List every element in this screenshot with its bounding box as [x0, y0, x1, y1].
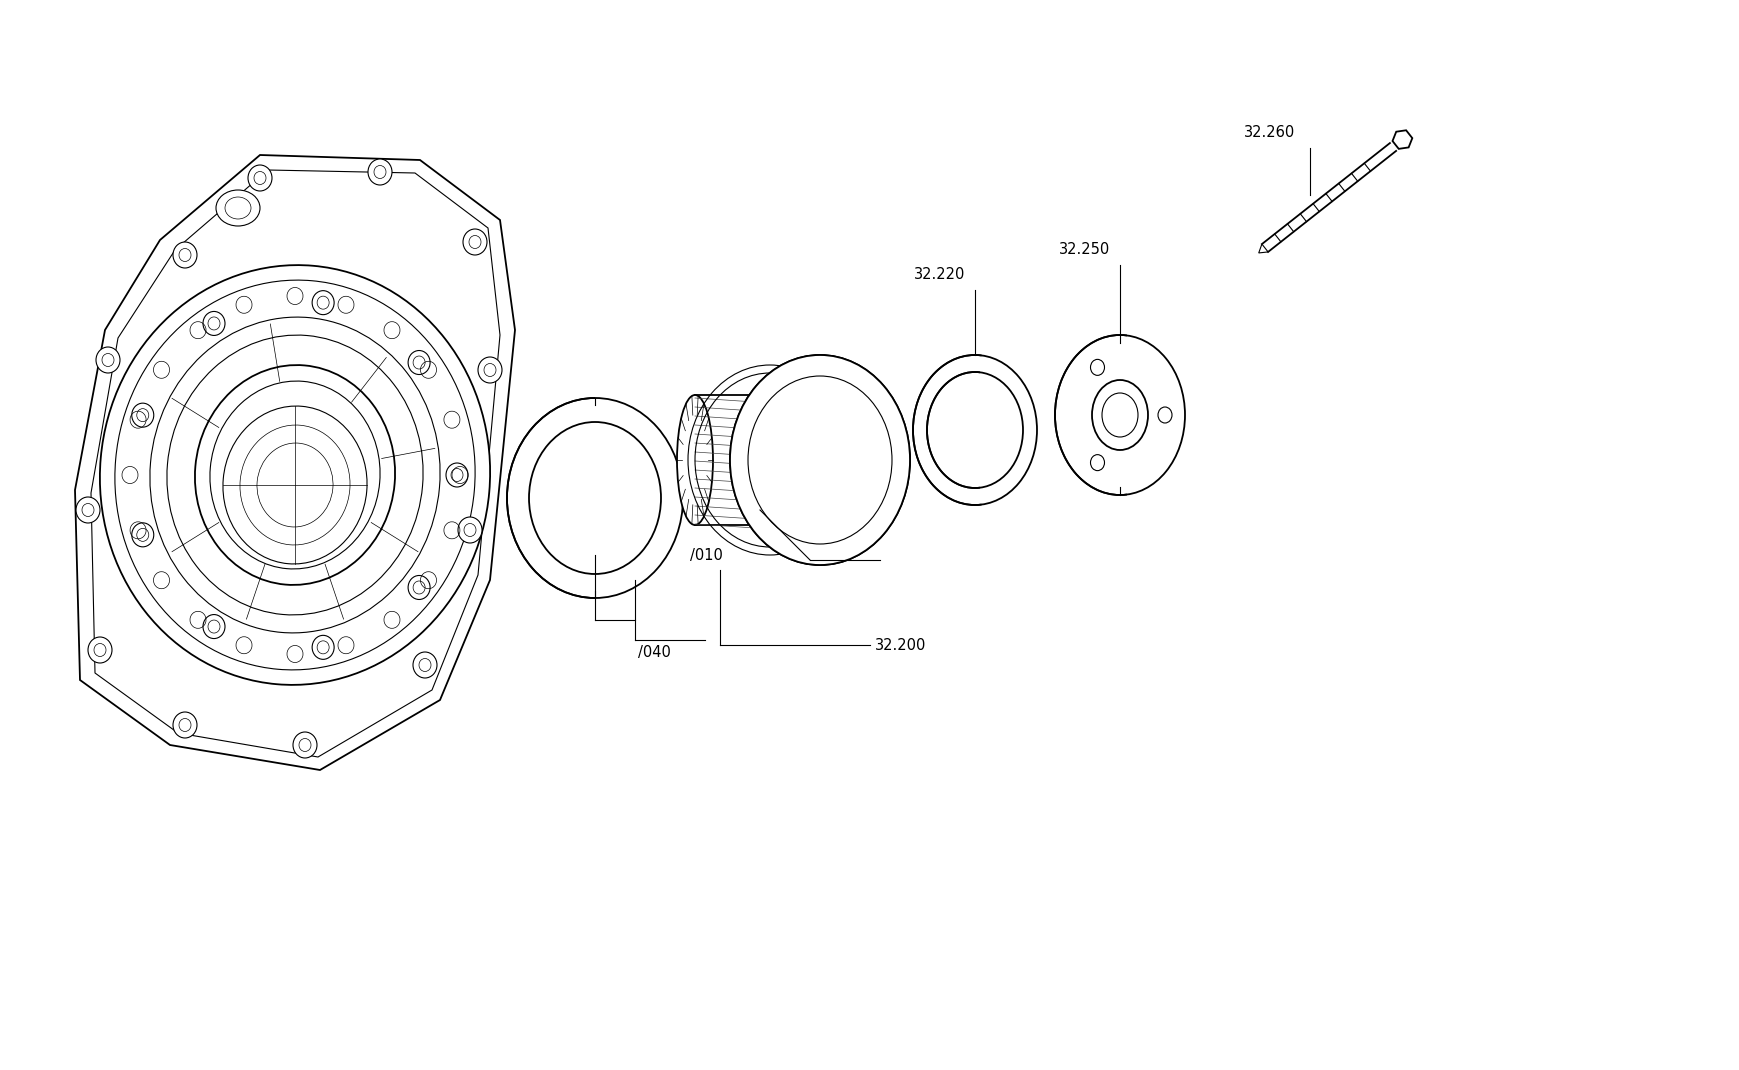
- Ellipse shape: [203, 614, 224, 639]
- Text: 32.250: 32.250: [1059, 242, 1109, 257]
- Ellipse shape: [927, 372, 1023, 488]
- Ellipse shape: [730, 355, 909, 565]
- Text: /010: /010: [690, 548, 722, 563]
- Ellipse shape: [77, 496, 99, 523]
- Ellipse shape: [216, 190, 259, 226]
- Ellipse shape: [457, 517, 482, 542]
- Ellipse shape: [812, 378, 828, 396]
- Ellipse shape: [463, 229, 487, 255]
- Ellipse shape: [1158, 407, 1172, 423]
- Ellipse shape: [1092, 380, 1148, 450]
- Ellipse shape: [223, 406, 367, 564]
- Ellipse shape: [367, 159, 391, 185]
- Ellipse shape: [132, 523, 153, 547]
- Ellipse shape: [506, 398, 683, 598]
- Ellipse shape: [676, 395, 713, 525]
- Ellipse shape: [150, 317, 440, 633]
- Text: /040: /040: [638, 645, 671, 660]
- Ellipse shape: [1090, 455, 1104, 471]
- Ellipse shape: [913, 355, 1036, 505]
- Ellipse shape: [529, 422, 661, 574]
- Ellipse shape: [195, 365, 395, 585]
- Polygon shape: [1391, 131, 1412, 149]
- Polygon shape: [75, 155, 515, 770]
- Ellipse shape: [172, 242, 197, 268]
- Ellipse shape: [249, 165, 271, 192]
- Ellipse shape: [812, 524, 828, 542]
- Ellipse shape: [172, 712, 197, 738]
- Ellipse shape: [412, 652, 436, 678]
- Ellipse shape: [756, 488, 774, 505]
- Ellipse shape: [89, 637, 111, 663]
- Polygon shape: [694, 395, 819, 525]
- Ellipse shape: [866, 414, 882, 432]
- Ellipse shape: [730, 355, 909, 565]
- Polygon shape: [1257, 244, 1268, 253]
- Ellipse shape: [292, 732, 316, 758]
- Ellipse shape: [866, 488, 882, 505]
- Ellipse shape: [478, 357, 503, 383]
- Text: 32.220: 32.220: [913, 268, 965, 282]
- Ellipse shape: [96, 347, 120, 373]
- Ellipse shape: [756, 414, 774, 432]
- Ellipse shape: [1090, 360, 1104, 376]
- Ellipse shape: [409, 351, 430, 374]
- Ellipse shape: [311, 291, 334, 315]
- Text: 32.260: 32.260: [1243, 125, 1296, 140]
- Text: 32.200: 32.200: [875, 638, 925, 653]
- Ellipse shape: [132, 403, 153, 427]
- Ellipse shape: [311, 636, 334, 659]
- Ellipse shape: [203, 311, 224, 336]
- Ellipse shape: [1054, 335, 1184, 495]
- Ellipse shape: [99, 265, 490, 685]
- Ellipse shape: [409, 576, 430, 599]
- Ellipse shape: [445, 463, 468, 487]
